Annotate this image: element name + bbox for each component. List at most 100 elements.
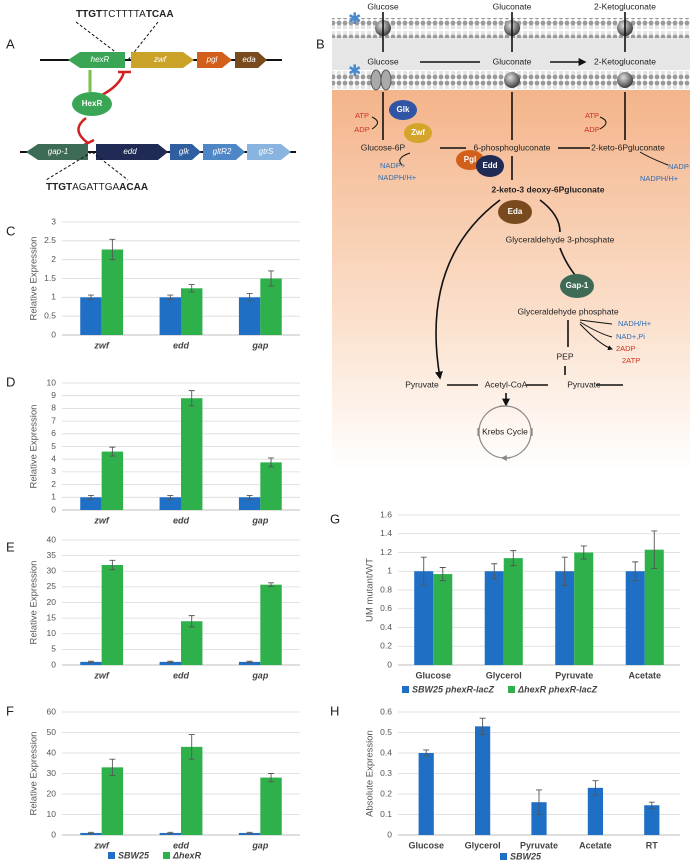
substrate: Glucose bbox=[367, 56, 398, 66]
bar bbox=[181, 746, 203, 835]
bar bbox=[555, 571, 575, 665]
enzyme-label: Pgl bbox=[464, 155, 476, 164]
y-tick-label: 0 bbox=[51, 504, 56, 514]
error-bar bbox=[109, 559, 116, 571]
transporter bbox=[617, 72, 633, 88]
enzyme-label: Gap-1 bbox=[566, 281, 589, 290]
bar bbox=[101, 451, 124, 510]
y-tick-label: 1.6 bbox=[380, 509, 392, 519]
gene-arrow bbox=[26, 144, 88, 160]
legend-label: SBW25 bbox=[510, 851, 542, 861]
error-bar bbox=[87, 831, 94, 835]
y-tick-label: 2 bbox=[51, 479, 56, 489]
error-bar bbox=[423, 749, 430, 757]
y-tick-label: 4 bbox=[51, 453, 56, 463]
y-tick-label: 9 bbox=[51, 390, 56, 400]
gene-label: glk bbox=[179, 147, 190, 156]
gene-arrow bbox=[203, 144, 245, 160]
x-tick-label: zwf bbox=[93, 515, 110, 525]
metabolite: Glyceraldehyde 3-phosphate bbox=[506, 234, 615, 244]
y-tick-label: 25 bbox=[47, 581, 57, 591]
panel-label: A bbox=[6, 36, 15, 51]
x-tick-label: Glucose bbox=[408, 840, 444, 850]
y-tick-label: 6 bbox=[51, 428, 56, 438]
error-bar bbox=[268, 457, 275, 468]
regulator-label: HexR bbox=[82, 99, 103, 108]
y-tick-label: 0 bbox=[387, 659, 392, 669]
x-tick-label: RT bbox=[646, 840, 658, 850]
x-tick-label: Acetate bbox=[579, 840, 612, 850]
bar bbox=[433, 574, 453, 665]
x-tick-label: gap bbox=[251, 340, 269, 350]
sequence-part: TTGT bbox=[46, 182, 72, 193]
cofactor: ATP bbox=[585, 111, 599, 120]
bar-chart: H 0 0.1 0.2 0.3 0.4 0.5 0.6 Absolute Expression G… bbox=[330, 703, 680, 861]
bar bbox=[503, 558, 523, 665]
metabolite: 6-phosphogluconate bbox=[473, 142, 550, 152]
transporter bbox=[370, 69, 382, 91]
enzyme bbox=[404, 123, 432, 143]
bar bbox=[260, 278, 282, 335]
substrate: Gluconate bbox=[493, 1, 532, 11]
gene-arrow bbox=[247, 144, 291, 160]
bar bbox=[159, 497, 181, 510]
y-tick-label: 5 bbox=[51, 441, 56, 451]
bar-chart: C 0 0.5 1 1.5 2 2.5 3 Relative Expression zwf edd g… bbox=[6, 216, 300, 350]
gene-arrow bbox=[197, 52, 232, 68]
bar bbox=[418, 753, 434, 835]
y-tick-label: 0 bbox=[51, 659, 56, 669]
bar bbox=[101, 767, 124, 835]
legend-label: ΔhexR phexR-lacZ bbox=[517, 684, 598, 694]
bar bbox=[238, 497, 261, 510]
cofactor: NADH/H+ bbox=[618, 319, 652, 328]
y-tick-label: 0.2 bbox=[380, 641, 392, 651]
enzyme bbox=[498, 200, 532, 224]
error-bar bbox=[167, 660, 174, 663]
error-bar bbox=[561, 556, 568, 586]
bar bbox=[260, 777, 282, 835]
panel-label: C bbox=[6, 223, 15, 238]
legend-swatch bbox=[108, 852, 115, 859]
y-tick-label: 30 bbox=[47, 768, 57, 778]
panel-label: E bbox=[6, 539, 15, 554]
substrate: 2-Ketogluconate bbox=[594, 1, 656, 11]
bar bbox=[531, 802, 547, 835]
gene-label: gtrS bbox=[259, 147, 274, 156]
icon: ✱ bbox=[348, 11, 361, 28]
substrate: Glucose bbox=[367, 1, 398, 11]
x-tick-label: gap bbox=[251, 840, 269, 850]
x-tick-label: edd bbox=[173, 840, 190, 850]
panel-label: H bbox=[330, 703, 339, 718]
sequence-part: ACAA bbox=[119, 182, 148, 193]
y-tick-label: 60 bbox=[47, 706, 57, 716]
y-tick-label: 7 bbox=[51, 415, 56, 425]
y-axis-label: Relative Expression bbox=[29, 237, 40, 321]
promoter-sequence: TTGTTCTTTTATCAA bbox=[76, 9, 174, 20]
x-tick-label: zwf bbox=[93, 670, 110, 680]
y-axis-label: Relative Expression bbox=[29, 405, 40, 489]
x-tick-label: Glucose bbox=[415, 670, 451, 680]
y-tick-label: 5 bbox=[51, 644, 56, 654]
y-tick-label: 10 bbox=[47, 628, 57, 638]
arrows bbox=[371, 12, 669, 458]
icon: ✱ bbox=[348, 63, 361, 80]
y-tick-label: 2 bbox=[51, 254, 56, 264]
bar bbox=[181, 621, 203, 665]
y-tick-label: 0.8 bbox=[380, 584, 392, 594]
bar bbox=[625, 571, 645, 665]
error-bar bbox=[491, 563, 498, 580]
panel-label: G bbox=[330, 511, 340, 526]
error-bar bbox=[109, 238, 116, 261]
y-tick-label: 1 bbox=[51, 292, 56, 302]
y-tick-label: 1 bbox=[51, 492, 56, 502]
metabolite: Krebs Cycle bbox=[482, 426, 528, 436]
enzyme-label: Glk bbox=[397, 105, 410, 114]
bar-chart: G 0 0.2 0.4 0.6 0.8 1 1.2 1.4 1.6 UM mutant/WT Gluc… bbox=[330, 509, 680, 694]
bar bbox=[414, 571, 434, 665]
error-bar bbox=[580, 545, 587, 560]
y-tick-label: 0 bbox=[51, 329, 56, 339]
legend-label: SBW25 phexR-lacZ bbox=[412, 684, 495, 694]
panel-label: F bbox=[6, 703, 14, 718]
cofactor: ATP bbox=[355, 111, 369, 120]
error-bar bbox=[87, 494, 94, 500]
